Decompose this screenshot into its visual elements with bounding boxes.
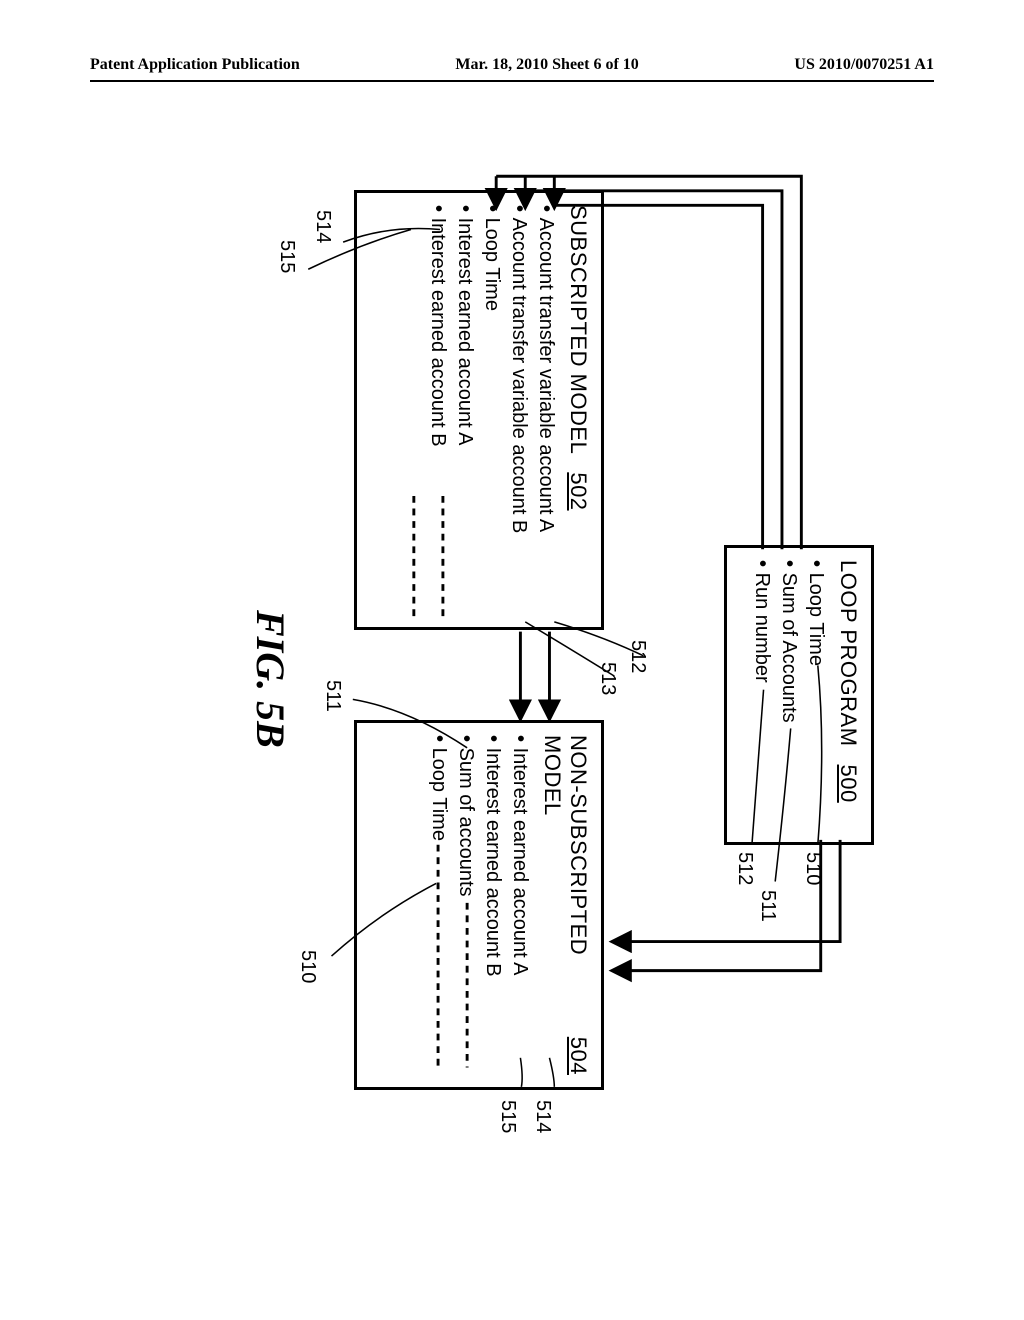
- ref-510-non: 510: [296, 950, 319, 983]
- non-subscripted-model-ref: 504: [565, 1037, 591, 1075]
- ref-510-loop: 510: [801, 852, 824, 885]
- box-loop-program: LOOP PROGRAM 500 Loop Time Sum of Accoun…: [724, 545, 874, 845]
- ref-513-sub: 513: [596, 662, 619, 695]
- subscripted-model-title-text: SUBSCRIPTED MODEL: [565, 205, 591, 454]
- non-item-3: Loop Time: [425, 735, 452, 1075]
- subscripted-model-ref: 502: [565, 472, 591, 510]
- loop-program-list: Loop Time Sum of Accounts Run number: [748, 560, 829, 830]
- non-item-0: Interest earned account A: [506, 735, 533, 1075]
- sub-item-2: Loop Time: [478, 205, 505, 615]
- non-subscripted-model-list: Interest earned account A Interest earne…: [425, 735, 533, 1075]
- non-item-1: Interest earned account B: [479, 735, 506, 1075]
- box-subscripted-model: SUBSCRIPTED MODEL 502 Account transfer v…: [354, 190, 604, 630]
- loop-program-item-0: Loop Time: [802, 560, 829, 830]
- header-left: Patent Application Publication: [90, 56, 300, 74]
- figure-canvas: LOOP PROGRAM 500 Loop Time Sum of Accoun…: [0, 130, 1024, 1230]
- ref-512-sub: 512: [626, 640, 649, 673]
- subscripted-model-title: SUBSCRIPTED MODEL 502: [565, 205, 591, 615]
- header-right: US 2010/0070251 A1: [794, 56, 934, 74]
- diagram-5b: LOOP PROGRAM 500 Loop Time Sum of Accoun…: [254, 190, 874, 1170]
- figure-canvas-wrap: LOOP PROGRAM 500 Loop Time Sum of Accoun…: [0, 130, 1024, 1230]
- box-non-subscripted-model: NON-SUBSCRIPTED MODEL 504 Interest earne…: [354, 720, 604, 1090]
- figure-label: FIG. 5B: [247, 610, 294, 748]
- loop-program-item-2: Run number: [748, 560, 775, 830]
- sub-item-4: Interest earned account B: [424, 205, 451, 615]
- ref-514-sub: 514: [311, 210, 334, 243]
- ref-512-loop: 512: [733, 852, 756, 885]
- sub-item-3: Interest earned account A: [451, 205, 478, 615]
- subscripted-model-list: Account transfer variable account A Acco…: [424, 205, 559, 615]
- loop-program-title: LOOP PROGRAM 500: [835, 560, 861, 830]
- sub-item-0: Account transfer variable account A: [532, 205, 559, 615]
- ref-515-sub: 515: [275, 240, 298, 273]
- header-center: Mar. 18, 2010 Sheet 6 of 10: [455, 56, 638, 74]
- non-subscripted-model-title-text: NON-SUBSCRIPTED MODEL: [539, 735, 591, 1019]
- ref-511-loop: 511: [756, 890, 779, 922]
- loop-program-item-1: Sum of Accounts: [775, 560, 802, 830]
- loop-program-title-text: LOOP PROGRAM: [835, 560, 861, 747]
- ref-511-non: 511: [321, 680, 344, 712]
- loop-program-ref: 500: [835, 765, 861, 803]
- ref-515-non: 515: [496, 1100, 519, 1133]
- non-item-2: Sum of accounts: [452, 735, 479, 1075]
- page-header: Patent Application Publication Mar. 18, …: [90, 56, 934, 82]
- sub-item-1: Account transfer variable account B: [505, 205, 532, 615]
- ref-514-non: 514: [531, 1100, 554, 1133]
- non-subscripted-model-title: NON-SUBSCRIPTED MODEL 504: [539, 735, 591, 1075]
